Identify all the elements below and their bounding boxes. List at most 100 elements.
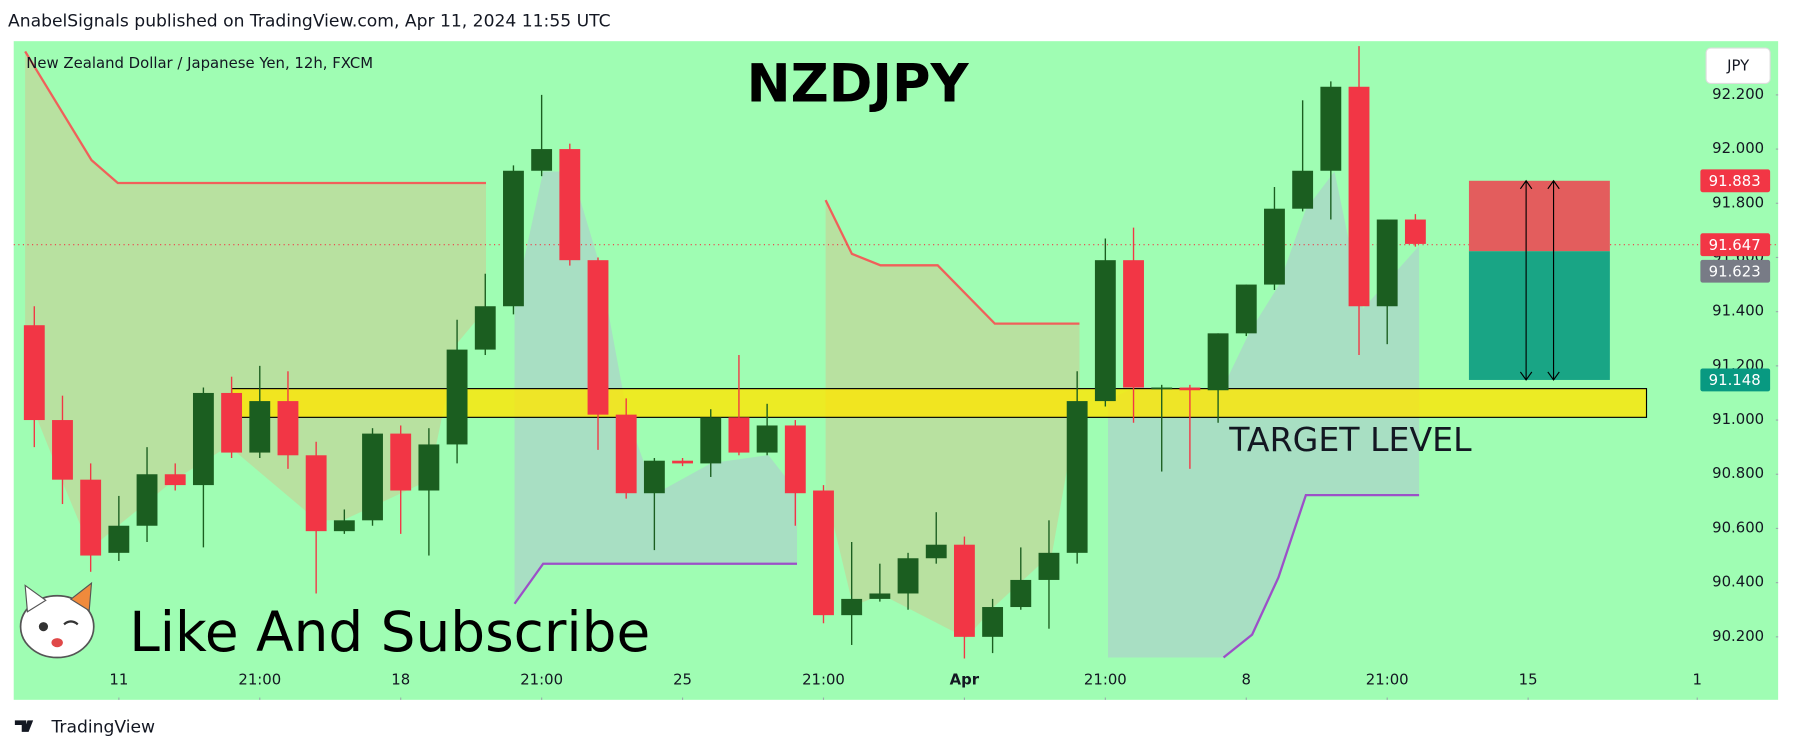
candle-body	[1292, 170, 1314, 209]
x-tick-label: 25	[673, 670, 692, 688]
target-zone	[231, 388, 1648, 418]
candle-body	[1235, 284, 1257, 334]
candle-body	[333, 520, 355, 532]
currency-label: JPY	[1726, 56, 1750, 74]
candle-body	[1207, 333, 1229, 391]
candle-body	[1320, 86, 1342, 171]
candle-body	[362, 433, 383, 521]
candle-body	[1264, 208, 1285, 285]
price-label: 91.623	[1709, 262, 1761, 280]
candle-body	[1094, 260, 1116, 402]
candle-body	[474, 306, 496, 350]
candle-body	[249, 401, 271, 453]
candle-body	[1010, 579, 1032, 608]
y-tick-label: 90.400	[1712, 573, 1764, 591]
candle-body	[756, 425, 778, 453]
x-tick-label: 21:00	[238, 670, 281, 688]
x-tick-label: 15	[1519, 670, 1538, 688]
x-tick-label: 21:00	[1084, 670, 1127, 688]
annotation: Like And Subscribe	[129, 600, 650, 664]
candle-body	[1404, 219, 1426, 244]
arrow-head	[1547, 179, 1560, 381]
candle-body	[615, 414, 637, 494]
candle-body	[80, 479, 102, 556]
y-tick-label: 90.800	[1712, 464, 1764, 482]
candle-body	[305, 455, 327, 532]
candle-body	[1123, 260, 1144, 388]
candle-body	[953, 544, 975, 637]
candle-body	[784, 425, 806, 494]
candle-body	[1376, 219, 1398, 307]
footer-logo	[14, 720, 34, 732]
candle-body	[672, 460, 693, 464]
y-tick-label: 92.000	[1712, 139, 1764, 157]
profit-zone	[1468, 251, 1610, 380]
trend-line	[513, 562, 798, 605]
trend-shade	[25, 51, 486, 549]
candle-body	[192, 392, 214, 486]
x-tick-label: 18	[391, 670, 410, 688]
candle-body	[643, 460, 665, 494]
y-tick-label: 90.600	[1712, 518, 1764, 536]
candle-body	[1066, 401, 1088, 553]
candle-body	[1151, 387, 1173, 390]
price-label: 91.148	[1709, 371, 1761, 389]
mascot	[19, 581, 95, 659]
arrow-head	[1519, 179, 1533, 381]
trend-shade	[825, 200, 1080, 639]
price-label-box	[1700, 259, 1771, 283]
stop-zone	[1468, 180, 1610, 252]
candle-body	[813, 490, 834, 616]
candle-body	[559, 149, 581, 261]
candle-body	[531, 149, 553, 171]
header: AnabelSignals published on TradingView.c…	[8, 12, 611, 32]
chart-title: NZDJPY	[747, 54, 970, 115]
price-label-box	[1700, 169, 1771, 193]
x-tick-label: 1	[1693, 670, 1702, 688]
candle-body	[869, 593, 891, 599]
target-label: TARGET LEVEL	[1228, 420, 1472, 459]
trend-shade	[514, 171, 798, 604]
candle-body	[728, 417, 750, 453]
candle-body	[446, 349, 468, 445]
x-tick-label: 21:00	[802, 670, 845, 688]
candle-body	[1179, 387, 1201, 391]
candle-body	[390, 433, 412, 491]
candle-body	[108, 525, 130, 553]
candle-body	[925, 544, 947, 559]
x-tick-label: 21:00	[1366, 670, 1409, 688]
candle-body	[164, 474, 186, 486]
x-tick-label: Apr	[950, 670, 980, 688]
y-tick-label: 91.800	[1712, 193, 1764, 211]
candle-body	[136, 474, 158, 526]
candle-body	[503, 170, 524, 307]
candle-body	[982, 607, 1004, 637]
y-tick-label: 91.000	[1712, 410, 1764, 428]
candle-body	[587, 260, 609, 415]
x-tick-label: 11	[109, 670, 128, 688]
price-label: 91.883	[1709, 172, 1761, 190]
candle-body	[221, 392, 243, 453]
price-label-box	[1700, 368, 1771, 392]
candle-body	[23, 325, 45, 421]
y-tick-label: 91.400	[1712, 302, 1764, 320]
trend-line	[24, 50, 486, 185]
candle-body	[52, 420, 73, 480]
price-label-box	[1700, 233, 1771, 257]
candle-body	[897, 558, 919, 594]
subtitle: New Zealand Dollar / Japanese Yen, 12h, …	[26, 54, 373, 72]
currency-button[interactable]	[1705, 47, 1771, 85]
price-label: 91.647	[1709, 236, 1761, 254]
y-tick-label: 90.200	[1712, 627, 1764, 645]
candle-body	[700, 417, 722, 464]
candle-body	[841, 598, 863, 616]
x-tick-label: 8	[1242, 670, 1251, 688]
y-tick-label: 92.200	[1712, 85, 1764, 103]
candle-body	[418, 444, 440, 491]
trend-line	[824, 199, 1080, 325]
candle-body	[1348, 86, 1370, 307]
footer: TradingView	[50, 717, 155, 737]
